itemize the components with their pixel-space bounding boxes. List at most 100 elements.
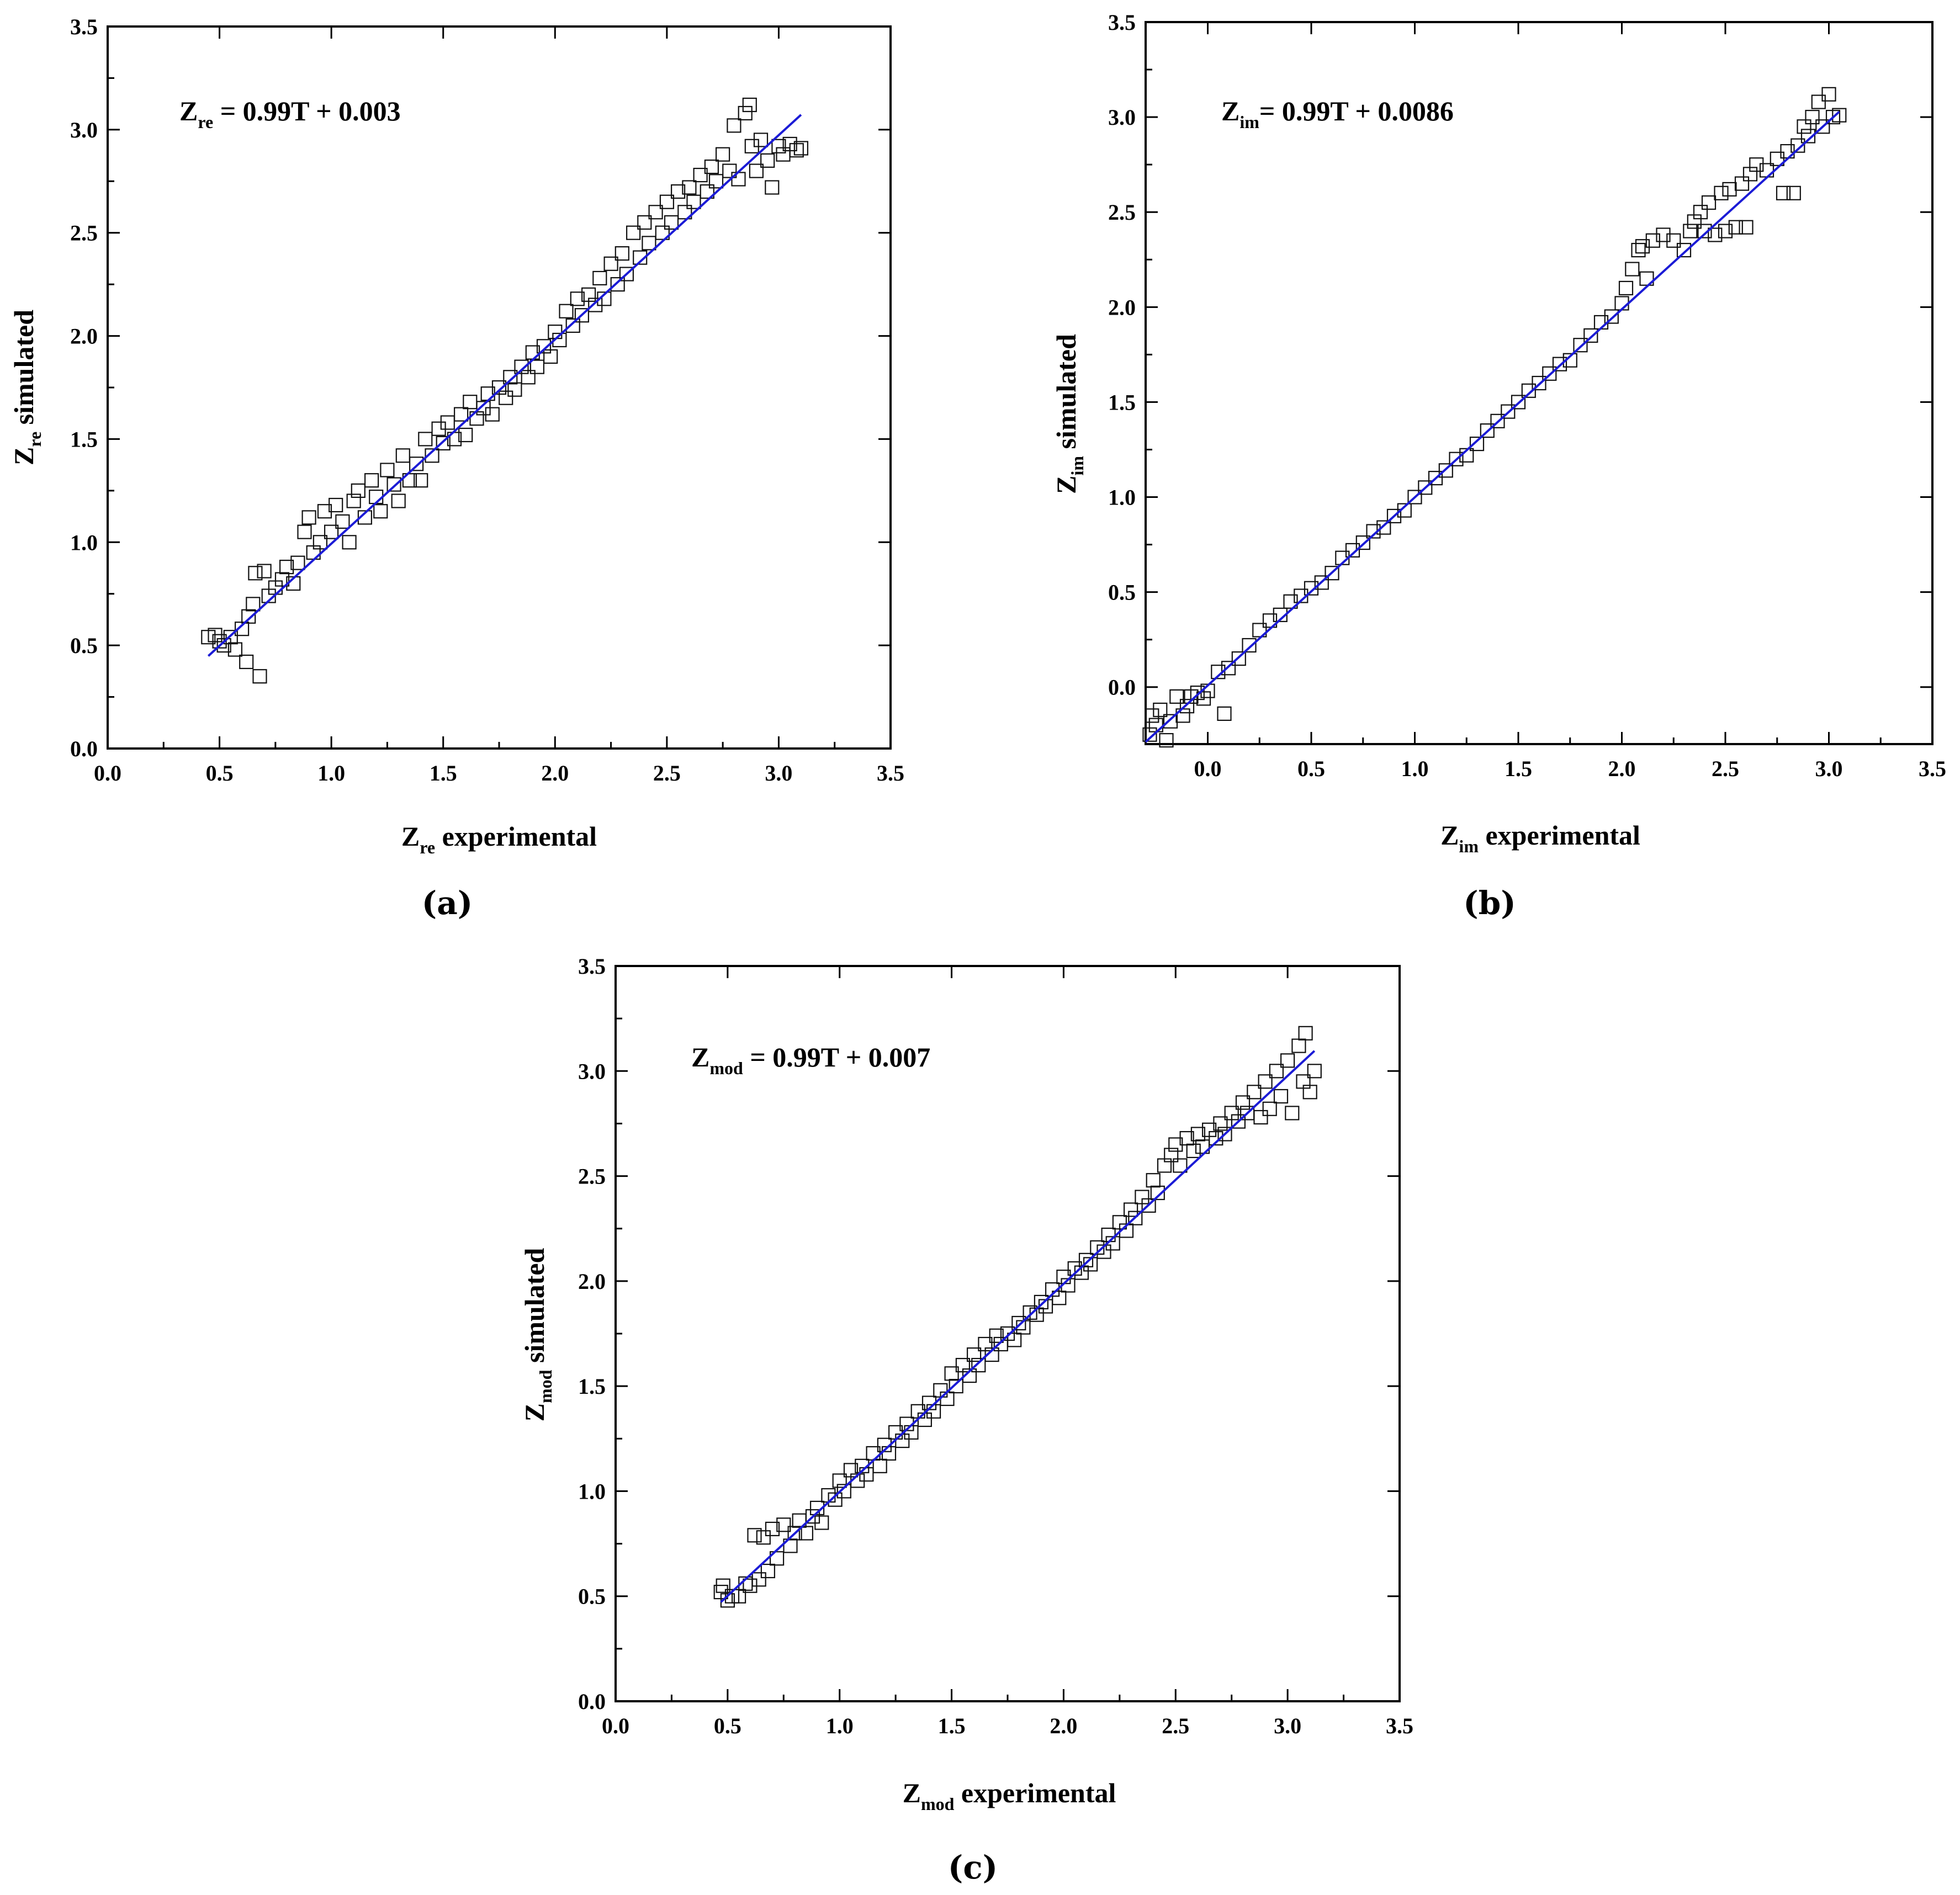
data-point <box>686 194 701 209</box>
data-point <box>1123 1202 1138 1217</box>
data-point <box>1269 1064 1284 1079</box>
x-tick-label: 1.5 <box>1505 756 1532 781</box>
data-point <box>1749 157 1764 172</box>
data-point <box>1666 233 1681 248</box>
data-point <box>1146 1173 1161 1188</box>
data-point <box>252 669 267 684</box>
data-point <box>395 448 410 463</box>
data-point <box>425 448 439 463</box>
data-point <box>1490 413 1505 428</box>
data-point <box>329 497 343 513</box>
data-point <box>1573 338 1588 353</box>
y-tick-label: 0.5 <box>70 633 98 658</box>
chart-panel-c: 0.0 0.5 1.0 1.5 2.0 2.5 3.0 3.5 0.0 0.5 1.0 1.5 2.0 2… <box>519 954 1413 1886</box>
data-point <box>324 524 339 539</box>
data-point <box>944 1366 959 1381</box>
data-point <box>693 168 708 183</box>
data-point <box>619 267 634 282</box>
data-point <box>655 225 670 240</box>
data-point <box>1480 423 1495 438</box>
data-point <box>984 1347 999 1362</box>
data-point <box>1797 119 1811 134</box>
data-point <box>1770 151 1784 166</box>
x-tick-label: 3.5 <box>1919 756 1946 781</box>
x-tick-label: 2.0 <box>1050 1713 1077 1738</box>
x-axis-label-b: Zim experimental <box>1440 820 1640 856</box>
plot-frame-b <box>1145 21 1933 745</box>
x-tick-label: 2.5 <box>1162 1713 1189 1738</box>
x-axis-label-c: Zmod experimental <box>903 1777 1116 1814</box>
data-point <box>1832 108 1847 123</box>
data-point <box>828 1492 843 1507</box>
data-point <box>904 1425 919 1440</box>
data-point <box>872 1458 887 1473</box>
data-point <box>1307 1064 1322 1079</box>
y-tick-label: 0.0 <box>70 736 98 761</box>
data-point <box>1683 224 1698 238</box>
data-point <box>787 1526 802 1541</box>
y-tick-label: 0.5 <box>1108 580 1136 605</box>
fit-line-a <box>207 114 802 657</box>
data-point <box>749 163 764 178</box>
data-point <box>1209 1131 1223 1146</box>
data-point <box>1291 1038 1306 1053</box>
data-point <box>1722 182 1737 197</box>
data-point <box>1258 1074 1273 1089</box>
data-point <box>1815 119 1830 134</box>
data-point <box>597 291 612 306</box>
chart-panel-b: 0.0 0.5 1.0 1.5 2.0 2.5 3.0 3.5 0.0 0.5 1.0 1.5 2.0 2… <box>1051 10 1946 922</box>
fit-line-b <box>1145 110 1840 743</box>
x-tick-label: 1.5 <box>430 761 457 785</box>
x-tick-label: 2.0 <box>541 761 569 785</box>
data-point <box>753 132 769 147</box>
data-point <box>664 215 679 230</box>
data-point <box>1501 404 1516 419</box>
data-point <box>257 564 272 578</box>
data-point <box>1631 243 1646 258</box>
data-point <box>1676 243 1692 258</box>
data-point <box>1242 638 1257 653</box>
data-point <box>521 370 536 385</box>
data-point <box>386 477 401 492</box>
data-point <box>241 609 256 624</box>
x-tick-label: 0.5 <box>1297 756 1325 781</box>
data-point <box>1625 262 1640 277</box>
data-point <box>1196 691 1211 706</box>
y-tick-label: 3.0 <box>70 118 98 142</box>
data-point <box>223 630 238 645</box>
y-tick-label: 3.0 <box>578 1059 606 1084</box>
x-tick-label: 1.5 <box>938 1713 966 1738</box>
data-point <box>626 225 641 240</box>
data-point <box>499 390 513 405</box>
data-point <box>1169 689 1184 704</box>
data-point <box>1007 1333 1022 1347</box>
data-point <box>1302 1085 1317 1100</box>
scatter-points-c <box>713 1026 1322 1608</box>
data-point <box>380 463 395 477</box>
data-point <box>720 1593 735 1608</box>
data-point <box>1285 1106 1300 1121</box>
data-point <box>1186 1143 1201 1158</box>
data-point <box>1159 732 1174 748</box>
data-point <box>765 180 780 195</box>
data-point <box>239 654 254 670</box>
data-point <box>1253 1110 1268 1125</box>
panel-label-c: (c) <box>948 1849 998 1886</box>
data-point <box>962 1368 977 1383</box>
y-tick-label: 1.0 <box>1108 485 1136 510</box>
data-point <box>610 277 625 292</box>
data-point <box>731 172 746 187</box>
data-point <box>351 483 365 498</box>
x-tick-label: 1.0 <box>317 761 345 785</box>
data-point <box>301 510 316 525</box>
data-point <box>402 473 417 488</box>
data-point <box>1304 581 1319 596</box>
data-point <box>1407 490 1422 505</box>
data-point <box>1262 613 1278 628</box>
data-point <box>836 1484 851 1499</box>
data-point <box>409 457 424 471</box>
x-tick-label: 1.0 <box>826 1713 854 1738</box>
data-point <box>463 395 478 410</box>
data-point <box>312 535 328 550</box>
data-point <box>637 215 652 230</box>
